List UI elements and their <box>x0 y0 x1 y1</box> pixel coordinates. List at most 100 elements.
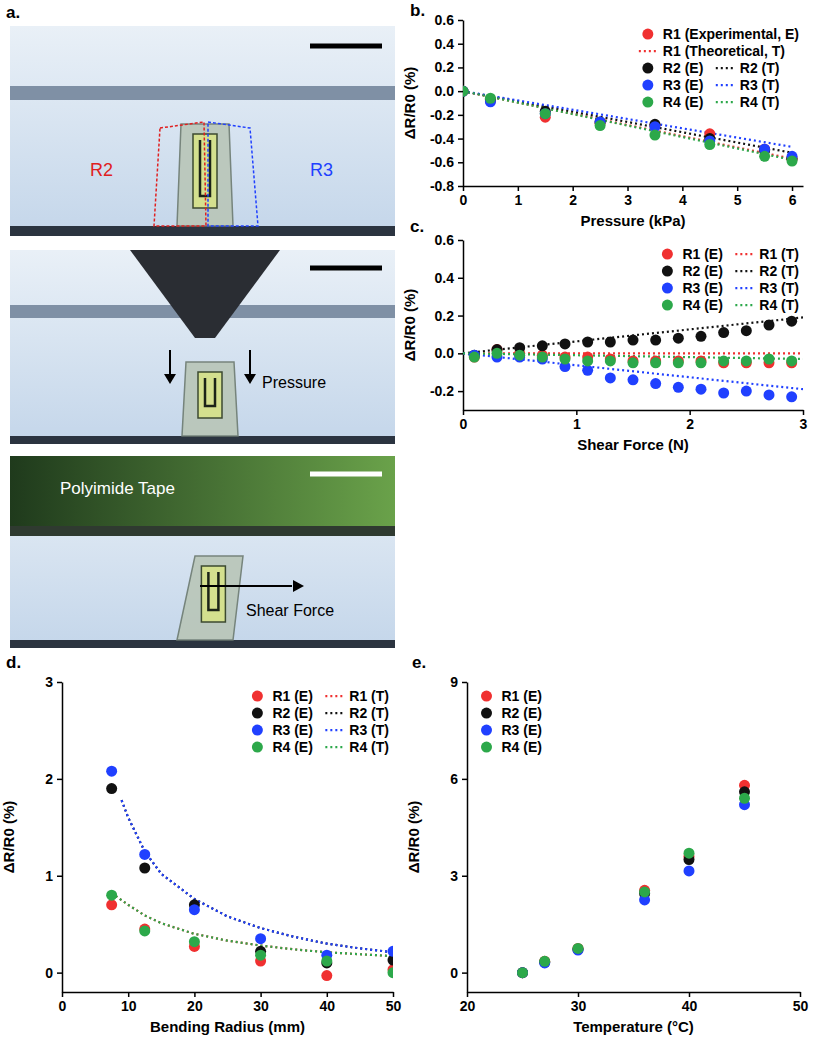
data-point <box>696 357 707 368</box>
y-tick-label: -0.2 <box>430 107 454 123</box>
legend-entry: R3 (T) <box>325 722 389 738</box>
data-point <box>684 848 695 859</box>
x-tick: 50 <box>793 992 809 1014</box>
x-axis-line <box>468 992 801 994</box>
x-tick: 2 <box>569 186 577 208</box>
x-axis-line <box>464 186 804 188</box>
legend-label: R3 (E) <box>272 722 312 738</box>
y-tick-mark <box>57 779 62 781</box>
y-axis: 0369 <box>450 674 467 993</box>
legend-label: R3 (E) <box>502 722 542 738</box>
data-point <box>718 355 729 366</box>
data-point <box>741 325 752 336</box>
y-tick: -0.2 <box>430 107 463 123</box>
data-point <box>469 352 480 363</box>
legend-label: R1 (E) <box>272 688 312 704</box>
data-point <box>539 956 550 967</box>
data-point <box>605 355 616 366</box>
data-point <box>540 108 551 119</box>
legend-entry: R4 (E) <box>481 739 542 755</box>
x-tick-label: 5 <box>734 192 742 208</box>
legend-marker <box>252 708 263 719</box>
y-tick-label: -0.2 <box>430 383 454 399</box>
y-tick: 0.6 <box>435 232 463 248</box>
legend-label: R2 (E) <box>502 705 542 721</box>
data-point <box>539 956 550 967</box>
photo-label: Polyimide Tape <box>60 479 175 498</box>
data-point <box>595 120 606 131</box>
legend-marker <box>325 746 343 748</box>
x-tick-label: 40 <box>682 998 698 1014</box>
arrow-shaft <box>200 585 292 587</box>
legend-marker <box>642 63 653 74</box>
data-point <box>106 766 117 777</box>
y-tick: 0 <box>45 965 62 981</box>
data-point <box>540 108 551 119</box>
data-point <box>786 391 797 402</box>
data-point <box>582 337 593 348</box>
y-axis: 0123 <box>45 674 62 993</box>
legend-marker <box>735 270 753 272</box>
x-tick-label: 1 <box>514 192 522 208</box>
y-tick: 0.2 <box>435 59 463 75</box>
photo: R2R3 <box>10 26 395 236</box>
photo-background <box>10 26 395 236</box>
scale-bar <box>310 266 382 271</box>
data-point <box>673 333 684 344</box>
base-layer <box>10 640 395 648</box>
y-tick-label: 0.0 <box>435 83 455 99</box>
data-point <box>492 348 503 359</box>
photo-label: R2 <box>90 160 113 180</box>
y-tick-label: 0.6 <box>435 12 455 28</box>
data-point <box>684 865 695 876</box>
x-tick-mark <box>689 992 691 997</box>
legend: R1 (Experimental, E)R1 (Theoretical, T)R… <box>639 26 799 110</box>
scale-bar <box>310 44 382 49</box>
x-tick: 4 <box>679 186 687 208</box>
data-point <box>786 355 797 366</box>
legend-entry: R1 (T) <box>735 246 799 262</box>
x-tick-label: 0 <box>59 998 67 1014</box>
legend-label: R2 (E) <box>663 60 703 76</box>
data-point <box>787 156 798 167</box>
sensor-chip <box>198 372 222 418</box>
legend-label: R3 (E) <box>663 77 703 93</box>
x-tick-label: 50 <box>793 998 809 1014</box>
y-tick-label: 1 <box>45 868 53 884</box>
legend-marker <box>735 304 753 306</box>
data-point <box>388 946 394 957</box>
panel-label: d. <box>6 653 21 672</box>
x-tick-label: 3 <box>800 416 808 432</box>
x-tick: 20 <box>187 992 203 1014</box>
x-axis: 0123 <box>460 410 808 432</box>
y-tick-mark <box>458 315 463 317</box>
data-point <box>718 388 729 399</box>
x-tick-mark <box>627 186 629 191</box>
legend-marker <box>252 742 263 753</box>
x-tick-mark <box>572 186 574 191</box>
y-tick-label: -0.4 <box>430 131 454 147</box>
y-tick-mark <box>458 278 463 280</box>
y-axis: -0.20.00.20.40.6 <box>430 232 464 411</box>
x-tick: 20 <box>460 992 476 1014</box>
y-tick: 0.2 <box>435 308 463 324</box>
photo-label: Pressure <box>262 374 326 391</box>
data-point <box>463 86 469 97</box>
x-tick-mark <box>327 992 329 997</box>
x-tick-label: 4 <box>679 192 687 208</box>
chart-panel: e.203040500369Temperature (°C)ΔR/R0 (%)R… <box>405 653 808 1035</box>
photo: Pressure <box>10 250 395 444</box>
sensor-body <box>182 362 238 436</box>
y-tick-label: -0.6 <box>430 154 454 170</box>
data-point <box>764 320 775 331</box>
legend-marker <box>481 691 492 702</box>
x-tick: 3 <box>800 410 808 432</box>
x-tick-label: 30 <box>571 998 587 1014</box>
legend-marker <box>252 691 263 702</box>
region-outline <box>154 122 206 226</box>
data-point <box>514 350 525 361</box>
y-tick-label: 0.0 <box>435 345 455 361</box>
y-tick-label: 0.6 <box>435 232 455 248</box>
x-tick-mark <box>518 186 520 191</box>
data-point <box>650 357 661 368</box>
